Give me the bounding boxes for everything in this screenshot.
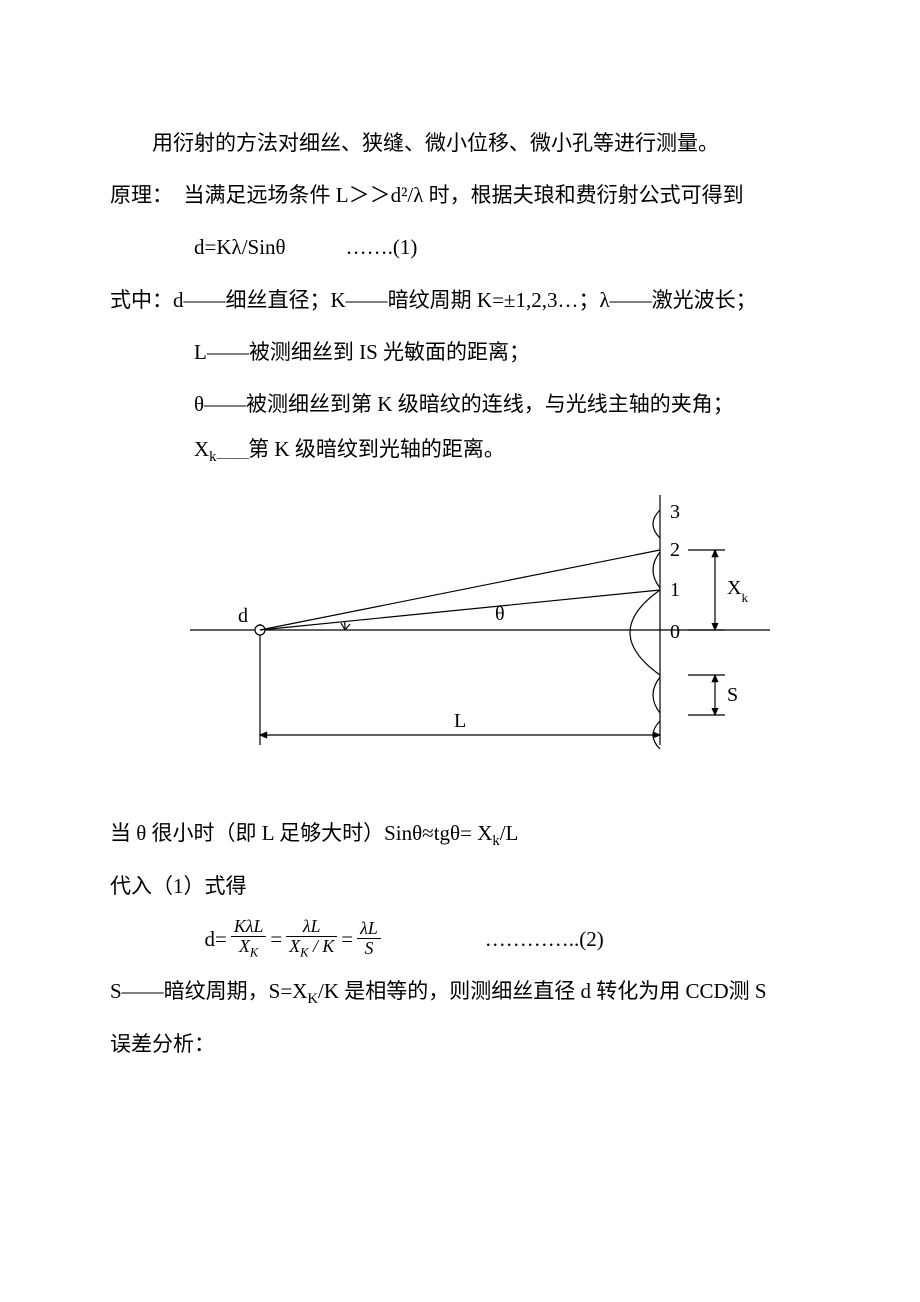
eq2-frac-3: λL S — [357, 919, 381, 959]
eq2-f2-num: λL — [286, 917, 337, 938]
s-def-b: /K 是相等的，则测细丝直径 d 转化为用 CCD测 S — [318, 979, 767, 1003]
eq2-f2-den-slash: / K — [308, 936, 334, 956]
eq2-f3-den: S — [357, 939, 381, 959]
eq2-eq1: = — [270, 916, 282, 962]
eq2-f1-den-k: K — [250, 946, 258, 960]
small-angle-line: 当 θ 很小时（即 L 足够大时）Sinθ≈tgθ= Xk/L — [110, 810, 810, 858]
diffraction-diagram: d 3 2 1 0 θ Xk S L — [110, 480, 810, 780]
eq2-frac-2: λL XK / K — [286, 917, 337, 961]
eq2-f2-den-x: X — [289, 936, 300, 956]
svg-text:Xk: Xk — [727, 577, 748, 605]
principle-text: 当满足远场条件 L＞＞d²/λ 时，根据夫琅和费衍射公式可得到 — [184, 183, 744, 207]
definitions-L: L——被测细丝到 IS 光敏面的距离； — [110, 329, 810, 375]
svg-text:θ: θ — [495, 603, 505, 625]
svg-text:3: 3 — [670, 501, 680, 523]
definitions-line-1: 式中：d——细丝直径；K——暗纹周期 K=±1,2,3…；λ——激光波长； — [110, 277, 810, 323]
principle-label: 原理： — [110, 183, 173, 207]
svg-text:d: d — [238, 605, 248, 627]
equation-2-number: …………..(2) — [385, 916, 604, 962]
eq2-f1-den: XK — [231, 937, 267, 960]
eq2-f2-den: XK / K — [286, 937, 337, 960]
xk-desc: 第 K 级暗纹到光轴的距离。 — [248, 437, 505, 461]
svg-text:S: S — [727, 684, 738, 706]
svg-text:2: 2 — [670, 539, 680, 561]
xk-symbol: X — [194, 437, 209, 461]
eq2-d: d= — [205, 916, 227, 962]
s-definition-line: S——暗纹周期，S=XK/K 是相等的，则测细丝直径 d 转化为用 CCD测 S — [110, 968, 810, 1016]
equation-1-body: d=Kλ/Sinθ — [194, 224, 286, 270]
error-analysis-heading: 误差分析： — [110, 1021, 810, 1067]
eq2-eq2: = — [341, 916, 353, 962]
eq2-f3-num: λL — [357, 919, 381, 940]
svg-text:L: L — [454, 710, 466, 732]
eq2-f1-den-x: X — [239, 936, 250, 956]
substitute-line: 代入（1）式得 — [110, 863, 810, 909]
eq2-f1-num: KλL — [231, 917, 267, 938]
equation-1: d=Kλ/Sinθ …….(1) — [110, 224, 810, 270]
small-angle-text-b: /L — [500, 821, 519, 845]
s-def-a: S——暗纹周期，S=X — [110, 979, 307, 1003]
small-angle-text-a: 当 θ 很小时（即 L 足够大时）Sinθ≈tgθ= X — [110, 821, 492, 845]
svg-text:0: 0 — [670, 621, 680, 643]
equation-2: d= KλL XK = λL XK / K = λL S …………..(2) — [110, 916, 810, 962]
intro-paragraph: 用衍射的方法对细丝、狭缝、微小位移、微小孔等进行测量。 — [110, 120, 810, 166]
definitions-theta: θ——被测细丝到第 K 级暗纹的连线，与光线主轴的夹角； — [110, 381, 810, 427]
svg-text:1: 1 — [670, 579, 680, 601]
eq2-frac-1: KλL XK — [231, 917, 267, 961]
principle-line: 原理： 当满足远场条件 L＞＞d²/λ 时，根据夫琅和费衍射公式可得到 — [110, 172, 810, 218]
equation-1-number: …….(1) — [286, 224, 418, 270]
definitions-Xk: Xk———第 K 级暗纹到光轴的距离。 — [110, 433, 810, 470]
